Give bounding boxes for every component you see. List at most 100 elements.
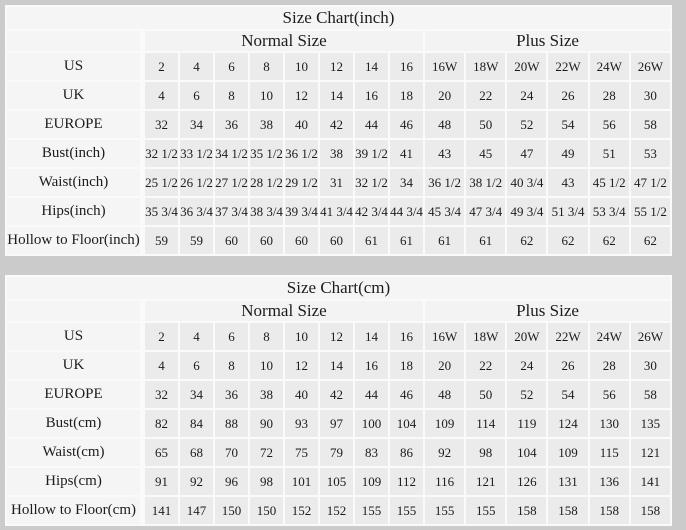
size-value-cell: 4 bbox=[180, 53, 213, 80]
size-value-cell: 84 bbox=[180, 410, 213, 437]
size-value-cell: 36 1/2 bbox=[285, 140, 318, 167]
size-value-cell: 45 bbox=[466, 140, 506, 167]
row-label: Hips(cm) bbox=[7, 468, 143, 495]
size-value-cell: 61 bbox=[390, 227, 423, 254]
size-value-cell: 47 bbox=[507, 140, 547, 167]
size-value-cell: 38 1/2 bbox=[466, 169, 506, 196]
table-title: Size Chart(inch) bbox=[7, 7, 670, 29]
size-value-cell: 27 1/2 bbox=[215, 169, 248, 196]
size-value-cell: 49 bbox=[548, 140, 588, 167]
size-value-cell: 53 bbox=[630, 140, 670, 167]
table-row: Hips(cm) 91 92 96 98 101 105 109 112 116 121 126 131… bbox=[7, 468, 670, 495]
size-value-cell: 60 bbox=[320, 227, 353, 254]
size-value-cell: 62 bbox=[630, 227, 670, 254]
size-value-cell: 20W bbox=[507, 323, 547, 350]
size-value-cell: 42 3/4 bbox=[355, 198, 388, 225]
size-value-cell: 39 1/2 bbox=[355, 140, 388, 167]
size-value-cell: 50 bbox=[466, 381, 506, 408]
size-value-cell: 16 bbox=[355, 352, 388, 379]
size-value-cell: 152 bbox=[285, 497, 318, 524]
size-value-cell: 22W bbox=[548, 323, 588, 350]
size-value-cell: 131 bbox=[548, 468, 588, 495]
row-label: Bust(inch) bbox=[7, 140, 143, 167]
size-value-cell: 155 bbox=[390, 497, 423, 524]
size-value-cell: 104 bbox=[507, 439, 547, 466]
size-value-cell: 59 bbox=[180, 227, 213, 254]
size-value-cell: 34 bbox=[180, 381, 213, 408]
size-value-cell: 10 bbox=[285, 323, 318, 350]
table-row: EUROPE 32 34 36 38 40 42 44 46 48 50 52 54 56 58 bbox=[7, 111, 670, 138]
size-value-cell: 39 3/4 bbox=[285, 198, 318, 225]
size-value-cell: 38 bbox=[250, 381, 283, 408]
size-value-cell: 24 bbox=[507, 82, 547, 109]
size-value-cell: 51 3/4 bbox=[548, 198, 588, 225]
size-value-cell: 30 bbox=[630, 82, 670, 109]
table-title-row: Size Chart(inch) bbox=[7, 7, 670, 29]
size-value-cell: 62 bbox=[548, 227, 588, 254]
size-value-cell: 20 bbox=[425, 352, 465, 379]
row-label: Hips(inch) bbox=[7, 198, 143, 225]
size-value-cell: 59 bbox=[145, 227, 178, 254]
size-value-cell: 46 bbox=[390, 381, 423, 408]
table-title-row: Size Chart(cm) bbox=[7, 277, 670, 299]
size-value-cell: 93 bbox=[285, 410, 318, 437]
size-value-cell: 47 1/2 bbox=[630, 169, 670, 196]
size-value-cell: 150 bbox=[215, 497, 248, 524]
size-value-cell: 32 1/2 bbox=[145, 140, 178, 167]
size-value-cell: 46 bbox=[390, 111, 423, 138]
size-value-cell: 155 bbox=[425, 497, 465, 524]
size-value-cell: 121 bbox=[466, 468, 506, 495]
row-label: EUROPE bbox=[7, 111, 143, 138]
size-value-cell: 124 bbox=[548, 410, 588, 437]
size-value-cell: 12 bbox=[285, 82, 318, 109]
size-value-cell: 32 1/2 bbox=[355, 169, 388, 196]
size-value-cell: 126 bbox=[507, 468, 547, 495]
row-label: UK bbox=[7, 352, 143, 379]
table-row: Hollow to Floor(inch) 59 59 60 60 60 60 61 61 61 6… bbox=[7, 227, 670, 254]
size-value-cell: 8 bbox=[250, 53, 283, 80]
size-value-cell: 4 bbox=[180, 323, 213, 350]
row-label: US bbox=[7, 323, 143, 350]
size-value-cell: 92 bbox=[425, 439, 465, 466]
size-value-cell: 24 bbox=[507, 352, 547, 379]
size-value-cell: 53 3/4 bbox=[589, 198, 629, 225]
size-value-cell: 72 bbox=[250, 439, 283, 466]
size-value-cell: 41 3/4 bbox=[320, 198, 353, 225]
size-value-cell: 58 bbox=[630, 381, 670, 408]
size-value-cell: 98 bbox=[250, 468, 283, 495]
group-header-plus-size: Plus Size bbox=[425, 31, 670, 51]
size-value-cell: 44 bbox=[355, 381, 388, 408]
size-value-cell: 91 bbox=[145, 468, 178, 495]
table-row: US 2 4 6 8 10 12 14 16 16W 18W 20W 22W 24W 26W bbox=[7, 53, 670, 80]
size-value-cell: 105 bbox=[320, 468, 353, 495]
size-value-cell: 36 1/2 bbox=[425, 169, 465, 196]
size-value-cell: 30 bbox=[630, 352, 670, 379]
size-value-cell: 12 bbox=[320, 53, 353, 80]
size-value-cell: 48 bbox=[425, 381, 465, 408]
size-value-cell: 24W bbox=[589, 53, 629, 80]
size-value-cell: 104 bbox=[390, 410, 423, 437]
group-header-row: Normal Size Plus Size bbox=[7, 31, 670, 51]
row-label: Bust(cm) bbox=[7, 410, 143, 437]
size-value-cell: 130 bbox=[589, 410, 629, 437]
size-value-cell: 26 bbox=[548, 352, 588, 379]
size-value-cell: 52 bbox=[507, 381, 547, 408]
size-value-cell: 4 bbox=[145, 352, 178, 379]
size-value-cell: 62 bbox=[589, 227, 629, 254]
size-value-cell: 150 bbox=[250, 497, 283, 524]
size-value-cell: 54 bbox=[548, 111, 588, 138]
row-label: UK bbox=[7, 82, 143, 109]
table-row: UK 4 6 8 10 12 14 16 18 20 22 24 26 28 30 bbox=[7, 352, 670, 379]
size-value-cell: 54 bbox=[548, 381, 588, 408]
size-value-cell: 36 bbox=[215, 111, 248, 138]
table-row: Hollow to Floor(cm) 141 147 150 150 152 152 155… bbox=[7, 497, 670, 524]
size-value-cell: 83 bbox=[355, 439, 388, 466]
size-value-cell: 37 3/4 bbox=[215, 198, 248, 225]
table-row: US 2 4 6 8 10 12 14 16 16W 18W 20W 22W 24W 26W bbox=[7, 323, 670, 350]
size-chart-inch-table: Size Chart(inch) Normal Size Plus Size US 2 4… bbox=[5, 5, 672, 256]
size-value-cell: 4 bbox=[145, 82, 178, 109]
size-value-cell: 60 bbox=[285, 227, 318, 254]
table-row: Waist(inch) 25 1/2 26 1/2 27 1/2 28 1/2 29 1/… bbox=[7, 169, 670, 196]
size-value-cell: 6 bbox=[215, 323, 248, 350]
